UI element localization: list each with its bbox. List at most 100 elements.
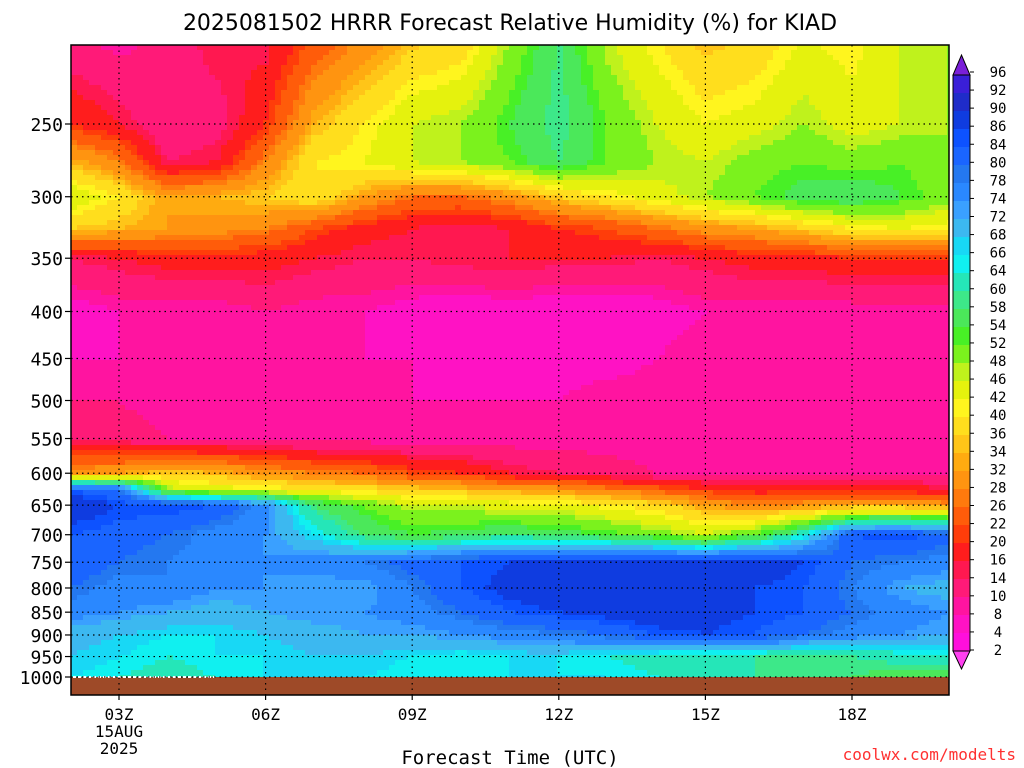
heatmap-cell	[377, 190, 384, 196]
heatmap-cell	[581, 105, 588, 111]
heatmap-cell	[587, 190, 594, 196]
heatmap-cell	[233, 90, 240, 96]
heatmap-cell	[197, 140, 204, 146]
heatmap-cell	[809, 135, 816, 141]
heatmap-cell	[887, 205, 894, 211]
heatmap-cell	[83, 170, 90, 176]
heatmap-cell	[887, 110, 894, 116]
heatmap-cell	[323, 115, 330, 121]
heatmap-cell	[851, 100, 858, 106]
heatmap-cell	[887, 90, 894, 96]
heatmap-cell	[287, 130, 294, 136]
heatmap-cell	[749, 115, 756, 121]
heatmap-cell	[425, 135, 432, 141]
heatmap-cell	[941, 105, 948, 111]
heatmap-cell	[455, 130, 462, 136]
heatmap-cell	[539, 115, 546, 121]
heatmap-cell	[767, 155, 774, 161]
heatmap-cell	[623, 205, 630, 211]
heatmap-cell	[929, 145, 936, 151]
heatmap-cell	[641, 50, 648, 56]
heatmap-cell	[737, 70, 744, 76]
heatmap-cell	[611, 190, 618, 196]
heatmap-cell	[335, 105, 342, 111]
heatmap-cell	[845, 50, 852, 56]
heatmap-cell	[527, 180, 534, 186]
heatmap-cell	[647, 45, 654, 51]
heatmap-cell	[905, 165, 912, 171]
heatmap-cell	[947, 135, 949, 141]
heatmap-cell	[839, 50, 846, 56]
heatmap-cell	[629, 80, 636, 86]
heatmap-cell	[371, 110, 378, 116]
heatmap-cell	[479, 210, 486, 216]
heatmap-cell	[269, 85, 276, 91]
heatmap-cell	[707, 140, 714, 146]
heatmap-cell	[719, 110, 726, 116]
heatmap-cell	[335, 175, 342, 181]
heatmap-cell	[761, 45, 768, 51]
heatmap-cell	[839, 185, 846, 191]
heatmap-cell	[749, 75, 756, 81]
heatmap-cell	[71, 115, 78, 121]
heatmap-cell	[305, 100, 312, 106]
heatmap-cell	[815, 165, 822, 171]
heatmap-cell	[875, 210, 882, 216]
heatmap-cell	[401, 60, 408, 66]
heatmap-cell	[431, 75, 438, 81]
heatmap-cell	[947, 80, 949, 86]
heatmap-cell	[413, 160, 420, 166]
heatmap-cell	[497, 125, 504, 131]
heatmap-cell	[527, 50, 534, 56]
heatmap-cell	[791, 105, 798, 111]
heatmap-cell	[599, 45, 606, 51]
heatmap-cell	[617, 185, 624, 191]
heatmap-cell	[947, 195, 949, 201]
heatmap-cell	[689, 110, 696, 116]
heatmap-cell	[179, 115, 186, 121]
heatmap-cell	[899, 50, 906, 56]
heatmap-cell	[911, 105, 918, 111]
heatmap-cell	[113, 70, 120, 76]
heatmap-cell	[611, 70, 618, 76]
heatmap-cell	[605, 135, 612, 141]
heatmap-cell	[383, 105, 390, 111]
heatmap-cell	[527, 185, 534, 191]
heatmap-cell	[899, 130, 906, 136]
heatmap-cell	[389, 65, 396, 71]
heatmap-cell	[185, 55, 192, 61]
heatmap-cell	[179, 90, 186, 96]
heatmap-cell	[851, 135, 858, 141]
heatmap-cell	[653, 105, 660, 111]
heatmap-cell	[245, 190, 252, 196]
heatmap-cell	[791, 210, 798, 216]
heatmap-cell	[503, 90, 510, 96]
heatmap-cell	[77, 75, 84, 81]
heatmap-cell	[485, 70, 492, 76]
heatmap-cell	[629, 75, 636, 81]
heatmap-cell	[563, 125, 570, 131]
heatmap-cell	[671, 180, 678, 186]
heatmap-cell	[275, 175, 282, 181]
heatmap-cell	[269, 50, 276, 56]
heatmap-cell	[335, 70, 342, 76]
heatmap-cell	[653, 95, 660, 101]
heatmap-cell	[305, 75, 312, 81]
heatmap-cell	[731, 60, 738, 66]
heatmap-cell	[641, 210, 648, 216]
heatmap-cell	[353, 110, 360, 116]
heatmap-cell	[809, 140, 816, 146]
heatmap-cell	[761, 195, 768, 201]
heatmap-cell	[395, 95, 402, 101]
heatmap-cell	[791, 180, 798, 186]
heatmap-cell	[293, 140, 300, 146]
heatmap-cell	[83, 105, 90, 111]
heatmap-cell	[113, 155, 120, 161]
heatmap-cell	[101, 165, 108, 171]
heatmap-cell	[335, 115, 342, 121]
heatmap-cell	[527, 190, 534, 196]
heatmap-cell	[557, 185, 564, 191]
heatmap-cell	[821, 210, 828, 216]
heatmap-cell	[395, 175, 402, 181]
heatmap-cell	[791, 190, 798, 196]
